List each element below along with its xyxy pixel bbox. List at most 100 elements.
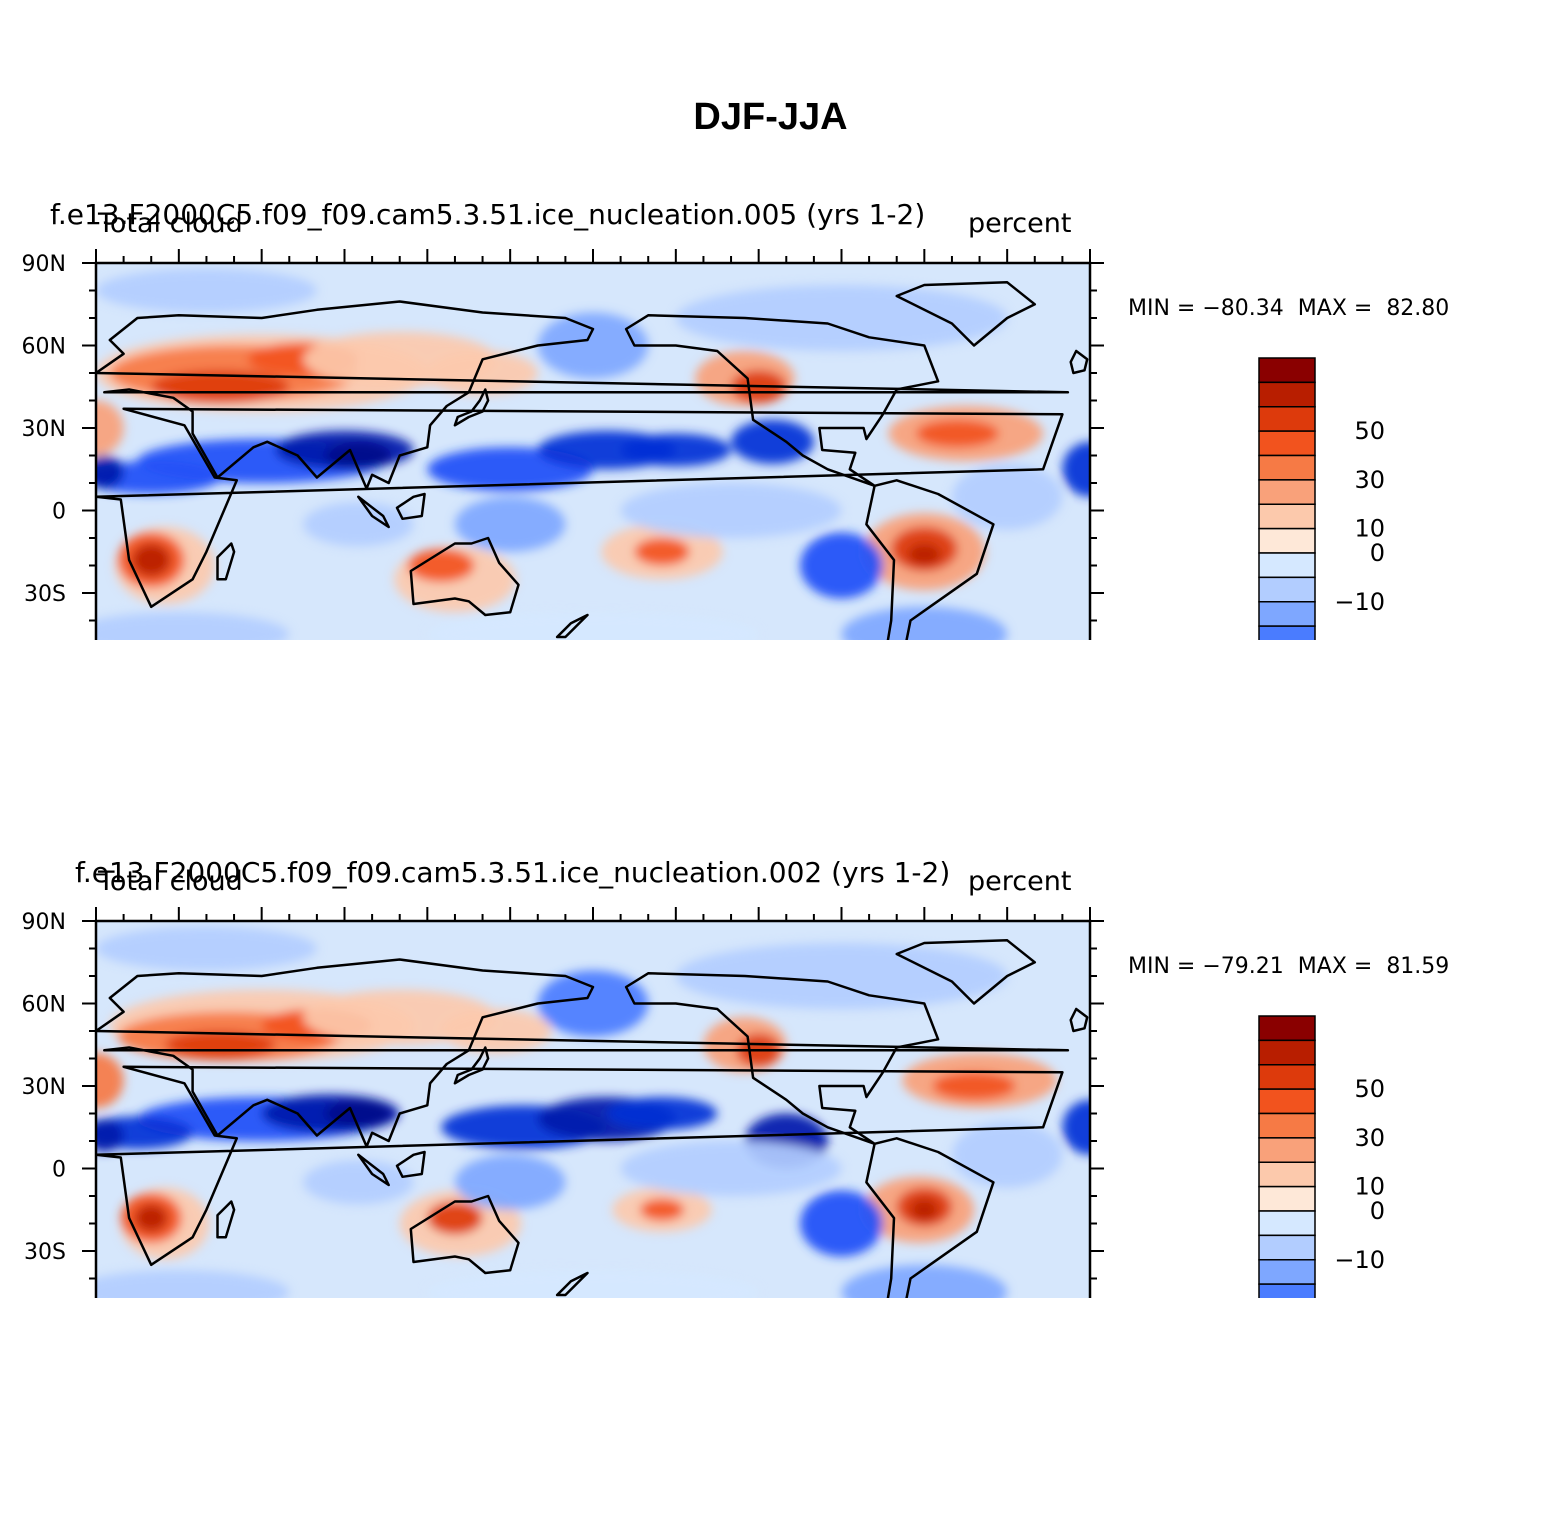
colorbar-label: 50 (1354, 417, 1385, 445)
panel-title: f.e13.F2000C5.f09_f09.cam5.3.51.ice_nucl… (50, 198, 926, 231)
colorbar-swatch (1258, 601, 1316, 627)
colorbar-swatch (1258, 1161, 1316, 1188)
colorbar-swatch (1258, 1088, 1316, 1115)
contour-region (303, 1160, 414, 1205)
y-tick-label: 90N (22, 252, 66, 277)
variable-label: Total cloud (98, 866, 243, 897)
min-value: −80.34 (1202, 296, 1284, 321)
y-tick-label: 30N (22, 1075, 66, 1100)
min-label: MIN = (1128, 954, 1196, 979)
colorbar-swatch (1258, 406, 1316, 432)
contour-map: 030E60E90E120E150E180150W120W90W60W30W09… (22, 907, 1385, 1299)
contour-region (427, 612, 759, 640)
coastline-nz (555, 1271, 589, 1297)
max-value: 82.80 (1386, 296, 1450, 321)
coastline-sumatra (357, 495, 390, 529)
colorbar-swatch (1258, 430, 1316, 457)
colorbar-swatch (1258, 1112, 1316, 1139)
coastline-uk (1069, 1007, 1089, 1033)
y-tick-label: 30S (24, 582, 66, 607)
colorbar-swatch (1258, 1015, 1316, 1042)
contour-region (634, 538, 690, 566)
colorbar-label: −30 (1334, 1295, 1385, 1299)
y-tick-label: 30S (24, 1240, 66, 1265)
colorbar-label: −10 (1334, 1246, 1385, 1274)
min-label: MIN = (1128, 296, 1196, 321)
contour-region (932, 1072, 1016, 1100)
colorbar-swatch (1258, 357, 1316, 384)
contour-region (96, 461, 221, 494)
colorbar-label: 50 (1354, 1075, 1385, 1103)
coastline-uk (1069, 349, 1089, 375)
colorbar-swatch (1258, 503, 1316, 530)
max-value: 81.59 (1386, 954, 1450, 979)
contour-region (639, 1198, 685, 1221)
contour-region (325, 1099, 392, 1128)
coastline-greenland (895, 939, 1037, 1005)
contour-region (731, 419, 814, 464)
colorbar-swatch (1258, 527, 1316, 554)
contour-region (96, 1053, 124, 1108)
contour-region (606, 1097, 718, 1130)
contour-region (620, 483, 842, 538)
y-tick-label: 60N (22, 993, 66, 1018)
max-label: MAX = (1297, 954, 1373, 979)
colorbar-swatch (1258, 1064, 1316, 1090)
y-tick-label: 60N (22, 335, 66, 360)
coastline-japan (453, 1046, 490, 1085)
colorbar-swatch (1258, 1039, 1316, 1066)
max-label: MAX = (1297, 296, 1373, 321)
contour-region (96, 400, 124, 456)
coastline-australia (409, 1194, 520, 1275)
colorbar-label: −30 (1334, 637, 1385, 641)
contour-map: 030E60E90E120E150E180150W120W90W60W30W09… (22, 249, 1385, 641)
contour-region (454, 496, 566, 552)
contour-field (96, 263, 1090, 640)
panel-ice-nucleation-005: f.e13.F2000C5.f09_f09.cam5.3.51.ice_nucl… (0, 0, 1541, 640)
coastline-eurasia (96, 300, 1070, 490)
colorbar-swatch (1258, 1234, 1316, 1261)
contour-region (454, 1154, 566, 1210)
coastline-borneo (395, 1150, 426, 1179)
contour-region (96, 612, 290, 640)
coastline-australia (409, 536, 520, 617)
colorbar-swatch (1258, 1185, 1316, 1212)
colorbar-swatch (1258, 454, 1316, 481)
coastline-africa (96, 407, 1064, 609)
coastline-africa (96, 1065, 1064, 1267)
contour-region (131, 543, 171, 577)
contour-region (620, 433, 732, 467)
coastline-borneo (395, 492, 426, 521)
coastline-madagascar (216, 542, 236, 581)
min-max-readout: MIN = −79.21 MAX = 81.59 (1128, 954, 1449, 979)
colorbar-swatch (1258, 1210, 1316, 1237)
contour-field (96, 921, 1090, 1298)
colorbar-swatch (1258, 1137, 1316, 1163)
contour-region (96, 1119, 124, 1152)
contour-region (408, 549, 475, 582)
contour-region (537, 970, 649, 1037)
contour-region (427, 1201, 483, 1235)
contour-region (134, 1204, 168, 1232)
contour-region (910, 1198, 939, 1221)
y-tick-label: 90N (22, 910, 66, 935)
y-tick-label: 0 (52, 500, 66, 525)
contour-region (96, 1270, 290, 1298)
contour-region (1062, 1099, 1090, 1155)
contour-region (951, 1121, 1063, 1188)
main-title: DJF-JJA (693, 96, 848, 138)
colorbar-label: 30 (1354, 1124, 1385, 1152)
units-label: percent (968, 208, 1072, 239)
coastline-sumatra (357, 1153, 390, 1187)
contour-region (96, 926, 317, 971)
contour-region (325, 441, 392, 470)
coastline-namerica (624, 314, 940, 488)
colorbar-swatch (1258, 1283, 1316, 1298)
contour-region (537, 312, 649, 379)
colorbar-label: 0 (1370, 539, 1385, 567)
contour-region (427, 351, 538, 395)
colorbar-label: 10 (1354, 515, 1385, 543)
variable-label: Total cloud (98, 208, 243, 239)
coastline-eurasia (96, 958, 1070, 1148)
